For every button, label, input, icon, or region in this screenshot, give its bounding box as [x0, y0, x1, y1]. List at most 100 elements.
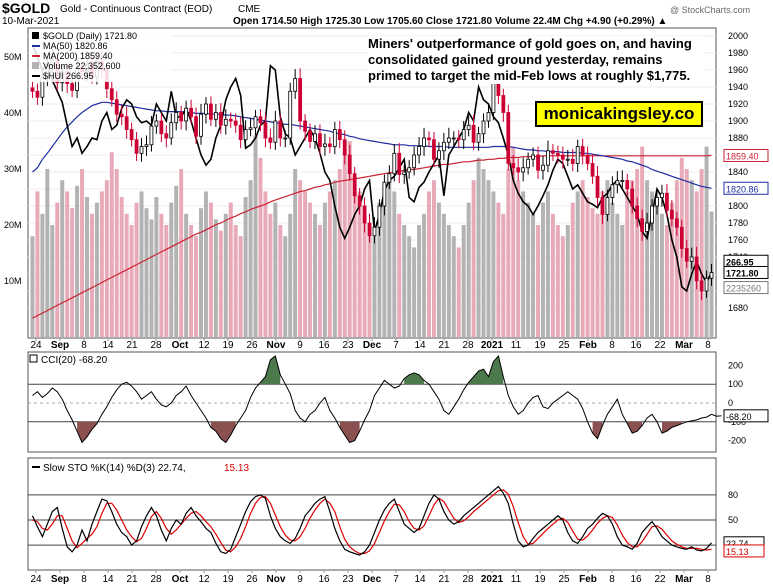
volume-bar	[545, 191, 550, 337]
candle-body	[263, 122, 268, 139]
volume-bar	[273, 202, 278, 337]
cci-label: CCI(20) -68.20	[41, 355, 108, 366]
candle-body	[655, 197, 659, 207]
sto-value-box	[723, 544, 765, 558]
candle-body	[560, 154, 565, 160]
date-tick-label: 25	[558, 340, 570, 351]
candle-body	[149, 125, 154, 146]
date-tick-label: 14	[102, 340, 114, 351]
volume-bar	[308, 202, 313, 337]
volume-bar	[575, 191, 580, 337]
volume-bar	[85, 197, 89, 337]
candle-body	[491, 82, 496, 113]
volume-bar	[397, 213, 402, 337]
volume-bar	[194, 236, 199, 337]
volume-tick-label: 50M	[4, 52, 22, 62]
date-tick-label: 19	[534, 340, 546, 351]
candle-body	[669, 209, 674, 220]
volume-bar	[367, 225, 372, 337]
date-tick-label: 8	[81, 574, 87, 585]
candle-body	[70, 83, 75, 91]
date-tick-label: Sep	[51, 340, 69, 351]
date-tick-label: 11	[511, 340, 522, 351]
candle-body	[258, 116, 263, 124]
volume-bar	[471, 180, 476, 337]
volume-tick-label: 30M	[4, 164, 22, 174]
volume-bar	[570, 202, 575, 337]
candle-body	[109, 88, 114, 101]
volume-bar	[317, 225, 322, 337]
date-tick-label: 16	[318, 340, 330, 351]
volume-bar	[402, 225, 407, 337]
date-tick-label: Nov	[267, 340, 286, 351]
volume-bar	[184, 213, 189, 337]
volume-bar	[303, 191, 308, 337]
candle-body	[575, 146, 580, 164]
candle-body	[600, 197, 605, 215]
candle-body	[496, 82, 501, 96]
volume-bar	[347, 141, 352, 337]
sto-label: Slow STO %K(14) %D(3) 22.74,	[43, 463, 186, 474]
date-tick-label: 2021	[481, 574, 504, 585]
candle-body	[209, 103, 213, 120]
volume-bar	[372, 236, 377, 337]
date-tick-label: 26	[246, 340, 258, 351]
candle-body	[213, 112, 218, 120]
candle-body	[446, 137, 451, 143]
cci-value-tag: -68.20	[726, 412, 752, 422]
price-tick-label: 1800	[728, 201, 748, 211]
candle-body	[476, 133, 481, 143]
volume-bar	[427, 191, 431, 337]
volume-bar	[431, 180, 436, 337]
volume-bar	[30, 236, 35, 337]
volume-bar	[189, 225, 194, 337]
date-tick-label: 22	[654, 340, 666, 351]
volume-bar	[50, 225, 55, 337]
candle-body	[372, 226, 377, 237]
candle-body	[481, 120, 486, 135]
candle-body	[417, 146, 421, 156]
price-tick-label: 1880	[728, 133, 748, 143]
candle-body	[516, 167, 521, 173]
price-legend: $GOLD (Daily) 1721.80 MA(50) 1820.86 MA(…	[29, 29, 172, 82]
volume-bar	[129, 225, 134, 337]
date-tick-label: 21	[126, 574, 138, 585]
volume-bar	[298, 180, 303, 337]
volume-value-tag-box	[723, 281, 769, 295]
volume-bar	[417, 225, 422, 337]
volume-bar	[466, 202, 471, 337]
candle-body	[218, 112, 223, 126]
price-moving-averages	[31, 44, 713, 319]
volume-bar	[283, 236, 288, 337]
price-tick-label: 1920	[728, 99, 748, 109]
date-tick-label: 21	[126, 340, 138, 351]
ma50-line	[32, 101, 712, 189]
candle-body	[620, 180, 625, 182]
price-tick-label: 2000	[728, 31, 748, 41]
candle-body	[580, 146, 585, 156]
volume-bar	[565, 225, 570, 337]
candle-body	[511, 163, 516, 169]
volume-bar	[635, 169, 640, 337]
date-tick-label: Feb	[579, 574, 597, 585]
volume-bar	[521, 191, 526, 337]
candle-body	[332, 129, 337, 147]
date-tick-label: 8	[81, 340, 87, 351]
volume-bar	[174, 185, 179, 337]
candle-body	[605, 197, 610, 215]
candle-body	[114, 99, 119, 115]
candle-body	[402, 171, 407, 175]
date-tick-label: Nov	[267, 574, 286, 585]
candle-body	[243, 129, 248, 141]
volume-bar	[441, 213, 446, 337]
volume-bar	[278, 225, 283, 337]
candle-body	[610, 184, 615, 198]
candle-body	[367, 222, 372, 237]
candle-body	[471, 124, 476, 143]
price-candles	[30, 49, 714, 301]
candle-body	[451, 137, 456, 140]
candle-body	[382, 181, 387, 207]
cci-tick-label: 0	[728, 398, 733, 408]
date-tick-label: 22	[654, 574, 666, 585]
